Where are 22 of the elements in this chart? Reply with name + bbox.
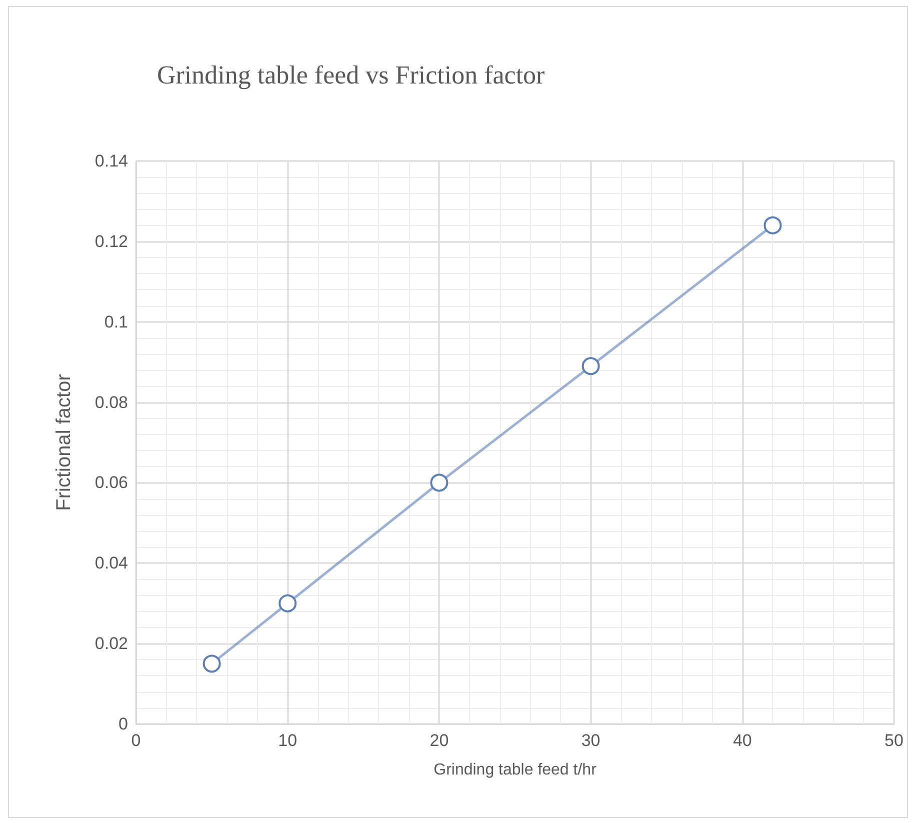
- y-tick-label: 0.14: [94, 152, 128, 170]
- point: [764, 216, 782, 234]
- x-tick-label: 50: [884, 731, 904, 750]
- y-tick-label: 0.04: [94, 554, 128, 573]
- x-tick-label: 30: [581, 731, 600, 750]
- y-tick-label: 0: [118, 714, 128, 734]
- x-tick-label: 0: [131, 731, 141, 750]
- y-tick-label: 0.02: [94, 634, 128, 654]
- point: [430, 474, 448, 492]
- chart-title: Grinding table feed vs Friction factor: [157, 60, 546, 90]
- point: [202, 654, 221, 673]
- y-tick-label: 0.08: [94, 392, 128, 412]
- x-tick-label: 40: [732, 731, 752, 750]
- x-axis-title: Grinding table feed t/hr: [434, 762, 598, 778]
- y-tick-label: 0.06: [94, 473, 128, 492]
- point: [582, 357, 600, 376]
- y-tick-label: 0.1: [104, 312, 128, 332]
- y-axis-title: Frictional factor: [53, 374, 75, 511]
- x-tick-label: 10: [278, 731, 298, 750]
- x-tick-label: 20: [430, 731, 449, 750]
- point: [278, 594, 297, 612]
- y-tick-label: 0.12: [94, 232, 128, 251]
